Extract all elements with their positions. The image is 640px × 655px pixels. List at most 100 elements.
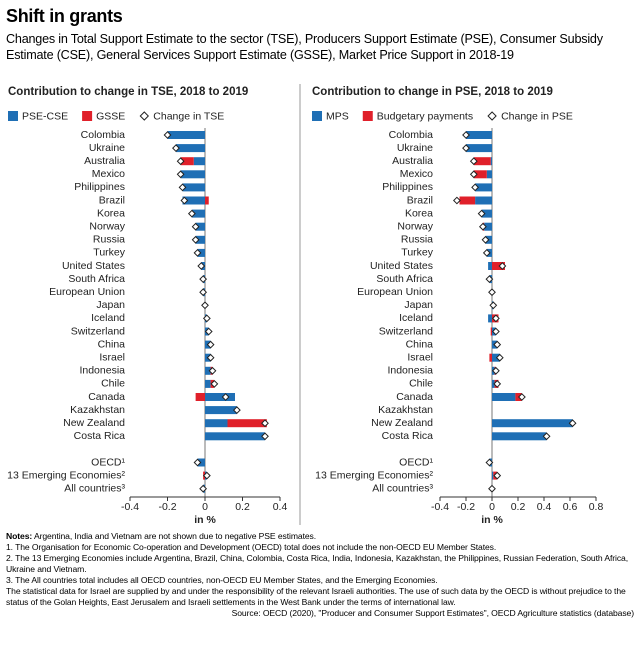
legend-label: GSSE: [96, 110, 125, 122]
marker: [204, 327, 213, 336]
marker: [462, 144, 470, 153]
category-label: Korea: [405, 207, 433, 219]
bar: [175, 144, 205, 153]
marker: [478, 222, 487, 231]
bar: [475, 196, 492, 205]
marker: [568, 419, 577, 428]
category-label: Costa Rica: [382, 430, 434, 442]
bar: [182, 183, 205, 192]
category-label: United States: [370, 260, 433, 272]
marker: [206, 340, 215, 349]
note: Notes: Argentina, India and Vietnam are …: [6, 531, 634, 542]
category-label: United States: [62, 260, 125, 272]
category-label: Ukraine: [89, 142, 125, 154]
x-tick-label: 0.2: [511, 501, 526, 513]
x-tick-label: 0.6: [563, 501, 578, 513]
marker: [491, 366, 500, 375]
category-label: Colombia: [389, 129, 434, 141]
category-label: Philippines: [382, 181, 433, 193]
category-label: Australia: [392, 155, 433, 167]
marker: [493, 340, 502, 349]
marker: [176, 170, 185, 179]
marker: [199, 484, 208, 493]
marker: [191, 235, 200, 244]
bar: [492, 393, 516, 401]
category-label: OECD¹: [399, 456, 433, 468]
bar: [167, 131, 205, 139]
legend-item: Budgetary payments: [362, 110, 473, 122]
bar: [488, 314, 492, 323]
note: The statistical data for Israel are supp…: [6, 586, 626, 607]
bar: [490, 327, 492, 336]
bar: [180, 157, 194, 166]
bar: [180, 170, 205, 179]
category-label: Israel: [407, 351, 433, 363]
x-tick-label: 0.4: [273, 501, 288, 513]
category-label: Switzerland: [71, 325, 125, 337]
marker: [172, 144, 180, 153]
category-label: Brazil: [407, 194, 433, 206]
x-axis-label: in %: [481, 514, 503, 526]
bar: [489, 353, 492, 362]
legend-label: Budgetary payments: [377, 110, 473, 122]
legend-label: MPS: [326, 110, 349, 122]
category-label: Korea: [97, 207, 125, 219]
bar: [227, 419, 267, 428]
bar: [205, 419, 228, 428]
category-label: OECD¹: [91, 456, 125, 468]
bar: [459, 196, 476, 205]
marker: [208, 366, 217, 375]
marker: [199, 288, 208, 297]
marker: [489, 301, 498, 310]
bar: [195, 393, 205, 401]
legend-swatch: [8, 111, 18, 121]
bar: [191, 209, 205, 218]
bar: [205, 393, 235, 401]
category-label: Russia: [401, 234, 433, 246]
legend-label: PSE-CSE: [22, 110, 68, 122]
marker: [495, 353, 504, 362]
x-tick-label: -0.4: [121, 501, 139, 513]
category-label: Chile: [409, 378, 433, 390]
chart-title: Contribution to change in PSE, 2018 to 2…: [312, 86, 553, 98]
category-label: Kazakhstan: [70, 404, 125, 416]
marker: [482, 248, 491, 257]
category-label: Turkey: [401, 247, 433, 259]
marker: [187, 209, 196, 218]
marker: [202, 471, 211, 480]
marker: [261, 419, 269, 428]
marker: [493, 471, 502, 480]
marker: [471, 183, 480, 192]
bar: [490, 157, 492, 166]
category-label: Kazakhstan: [378, 404, 433, 416]
marker: [261, 432, 269, 441]
marker: [493, 379, 502, 388]
bar: [205, 196, 209, 205]
marker: [163, 131, 172, 139]
category-label: Japan: [404, 299, 433, 311]
legend-item: PSE-CSE: [8, 110, 68, 122]
category-label: Canada: [396, 391, 433, 403]
note: 2. The 13 Emerging Economies include Arg…: [6, 553, 629, 574]
x-tick-label: -0.2: [457, 501, 475, 513]
legend-label: Change in PSE: [501, 110, 573, 122]
header: Shift in grants Changes in Total Support…: [6, 6, 634, 63]
marker: [178, 183, 187, 192]
bar: [484, 222, 492, 231]
note: 1. The Organisation for Economic Co-oper…: [6, 542, 497, 552]
category-label: Switzerland: [379, 325, 433, 337]
category-label: Australia: [84, 155, 125, 167]
x-tick-label: -0.2: [158, 501, 176, 513]
marker: [197, 262, 206, 270]
category-label: 13 Emerging Economies²: [7, 469, 125, 481]
marker: [517, 393, 526, 401]
x-tick-label: 0.8: [589, 501, 604, 513]
notes-label: Notes:: [6, 531, 33, 541]
bar: [481, 209, 492, 218]
x-tick-label: 0: [489, 501, 495, 513]
marker: [202, 314, 211, 323]
category-label: New Zealand: [63, 417, 125, 429]
bar: [205, 432, 265, 441]
marker: [477, 209, 486, 218]
